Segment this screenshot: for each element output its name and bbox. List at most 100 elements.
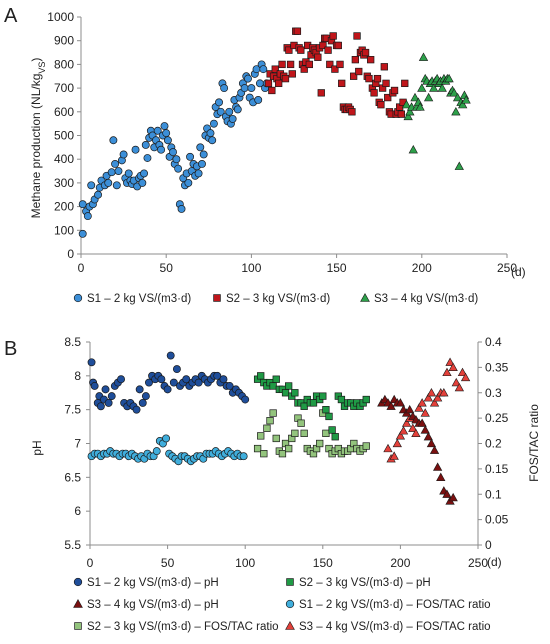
panel-b-legend-label: S2 – 3 kg VS/(m3·d) – FOS/TAC ratio: [87, 621, 279, 633]
panel-a-point-square: [319, 41, 327, 50]
panel-a-point-square: [349, 72, 358, 80]
panel-a-y-tick-label: 700: [54, 81, 74, 95]
panel-b-point-left-square: [269, 382, 277, 390]
panel-b-y-tick-label: 8.5: [64, 335, 81, 349]
panel-a-point-circle: [177, 205, 186, 213]
panel-a-point-circle: [196, 143, 205, 152]
panel-a-legend-item-1: S1 – 2 kg VS/(m3·d): [73, 293, 191, 305]
panel-a-point-triangle: [418, 52, 429, 61]
panel-b-point-left-circle: [135, 385, 144, 394]
panel-a-point-triangle: [458, 99, 468, 109]
panel-b-point-left-triangle: [405, 404, 415, 414]
panel-b-point-right-square: [272, 434, 280, 443]
panel-a-point-triangle: [444, 73, 454, 83]
panel-a-point-square: [390, 86, 399, 95]
panel-b-point-left-square: [285, 382, 293, 390]
panel-a-point-square: [338, 79, 346, 88]
panel-b-point-right-triangle: [417, 398, 427, 407]
panel-b-point-left-circle: [241, 395, 250, 404]
panel-b-point-left-circle: [169, 378, 178, 387]
panel-b-x-tick-label: 150: [313, 556, 333, 570]
panel-a-plot: 0 50 100 150 200 250 0 100 200 300 400 500 600 700 800…: [47, 10, 517, 275]
panel-b-point-left-triangle: [442, 489, 452, 498]
panel-b-point-right-triangle: [411, 428, 421, 437]
panel-a-point-circle: [247, 84, 256, 93]
panel-a-point-square: [373, 74, 382, 83]
panel-a-point-square: [382, 79, 390, 88]
panel-a-point-circle: [233, 105, 242, 114]
panel-b-point-right-triangle: [451, 377, 461, 387]
panel-b-point-right-square: [300, 429, 308, 437]
panel-a-point-triangle: [451, 107, 461, 116]
panel-b-y-tick-label: 5.5: [64, 538, 81, 552]
panel-b-legend-label: S1 – 2 kg VS/(m3·d) – pH: [87, 577, 219, 589]
panel-a-point-circle: [107, 168, 116, 177]
panel-a-point-square: [334, 41, 342, 50]
panel-a-point-square: [271, 65, 279, 73]
panel-a-point-circle: [225, 107, 234, 116]
panel-a-point-square: [401, 79, 409, 88]
panel-b-point-left-circle: [145, 378, 153, 387]
panel-a-point-square: [353, 32, 361, 40]
panel-b-legend-item-2: S2 – 3 kg VS/(m3·d) – pH: [286, 577, 431, 589]
panel-a-point-square: [275, 79, 283, 88]
panel-b-legend-marker: [286, 578, 294, 586]
panel-a-point-square: [300, 65, 308, 73]
panel-a-point-circle: [153, 126, 162, 135]
panel-b-point-left-circle: [107, 392, 116, 401]
panel-a-point-triangle: [437, 83, 447, 92]
panel-a-point-square: [331, 65, 339, 73]
panel-b-point-right-triangle: [395, 431, 406, 440]
panel-b-point-right-triangle: [420, 408, 430, 417]
panel-a-point-circle: [143, 154, 152, 162]
panel-b-point-right-square: [266, 417, 274, 425]
panel-a-point-square: [367, 56, 375, 64]
panel-a-point-circle: [162, 129, 171, 138]
panel-a-y-tick-label: 0: [67, 247, 74, 261]
panel-b-point-left-triangle: [426, 438, 437, 448]
panel-a-points: [78, 27, 471, 238]
panel-b-point-right-triangle: [383, 443, 393, 453]
panel-a-point-circle: [163, 136, 172, 145]
panel-b-point-right-triangle: [392, 438, 402, 448]
panel-b-x-tick-label: 100: [235, 556, 255, 570]
panel-b-point-right-square: [269, 409, 277, 417]
panel-b-point-right-triangle: [414, 403, 424, 412]
panel-a-point-circle: [184, 178, 193, 187]
panel-a-y-title-main: Methane production (NL/kg: [29, 74, 43, 219]
panel-a-y-tick-label: 400: [54, 152, 74, 166]
panel-b-point-left-square: [337, 395, 346, 404]
panel-a-point-circle: [78, 200, 87, 209]
panel-a-point-square: [324, 46, 332, 54]
panel-b-point-left-square: [362, 395, 370, 404]
panel-b-point-left-circle: [104, 398, 113, 407]
panel-b-point-right-square: [291, 429, 299, 437]
panel-b-point-right-square: [257, 432, 265, 440]
panel-b-point-left-circle: [219, 375, 228, 384]
panel-a-axes: 0 50 100 150 200 250 0 100 200 300 400 500 600 700 800…: [47, 10, 517, 275]
panel-a-point-circle: [199, 150, 208, 159]
panel-b-point-left-triangle: [436, 472, 446, 481]
panel-b-point-left-circle: [166, 351, 175, 360]
panel-b-point-left-circle: [101, 385, 110, 394]
panel-a-y-tick-label: 500: [54, 129, 74, 143]
panel-b-legend-item-3: S3 – 4 kg VS/(m3·d) – pH: [73, 599, 219, 611]
panel-b-point-right-triangle: [423, 393, 433, 402]
panel-b-point-right-square: [278, 450, 287, 458]
panel-a-point-triangle: [415, 102, 425, 111]
panel-b-point-left-square: [257, 372, 265, 380]
panel-a-x-tick-label: 150: [327, 261, 347, 275]
panel-a-point-circle: [141, 141, 150, 149]
panel-b-legend-marker: [285, 599, 295, 609]
panel-a-point-square: [370, 89, 378, 97]
panel-a-point-square: [351, 56, 359, 64]
panel-b-point-left-circle: [225, 382, 234, 390]
panel-b-legend-item-4: S1 – 2 kg VS/(m3·d) – FOS/TAC ratio: [285, 599, 491, 611]
panel-b-point-left-square: [281, 389, 290, 397]
panel-b-point-left-square: [272, 375, 280, 383]
panel-a-point-triangle: [405, 107, 415, 116]
panel-b-x-tick-label: 250: [468, 556, 488, 570]
panel-a-y-tick-label: 900: [54, 34, 74, 48]
panel-b-point-left-triangle: [423, 431, 433, 441]
